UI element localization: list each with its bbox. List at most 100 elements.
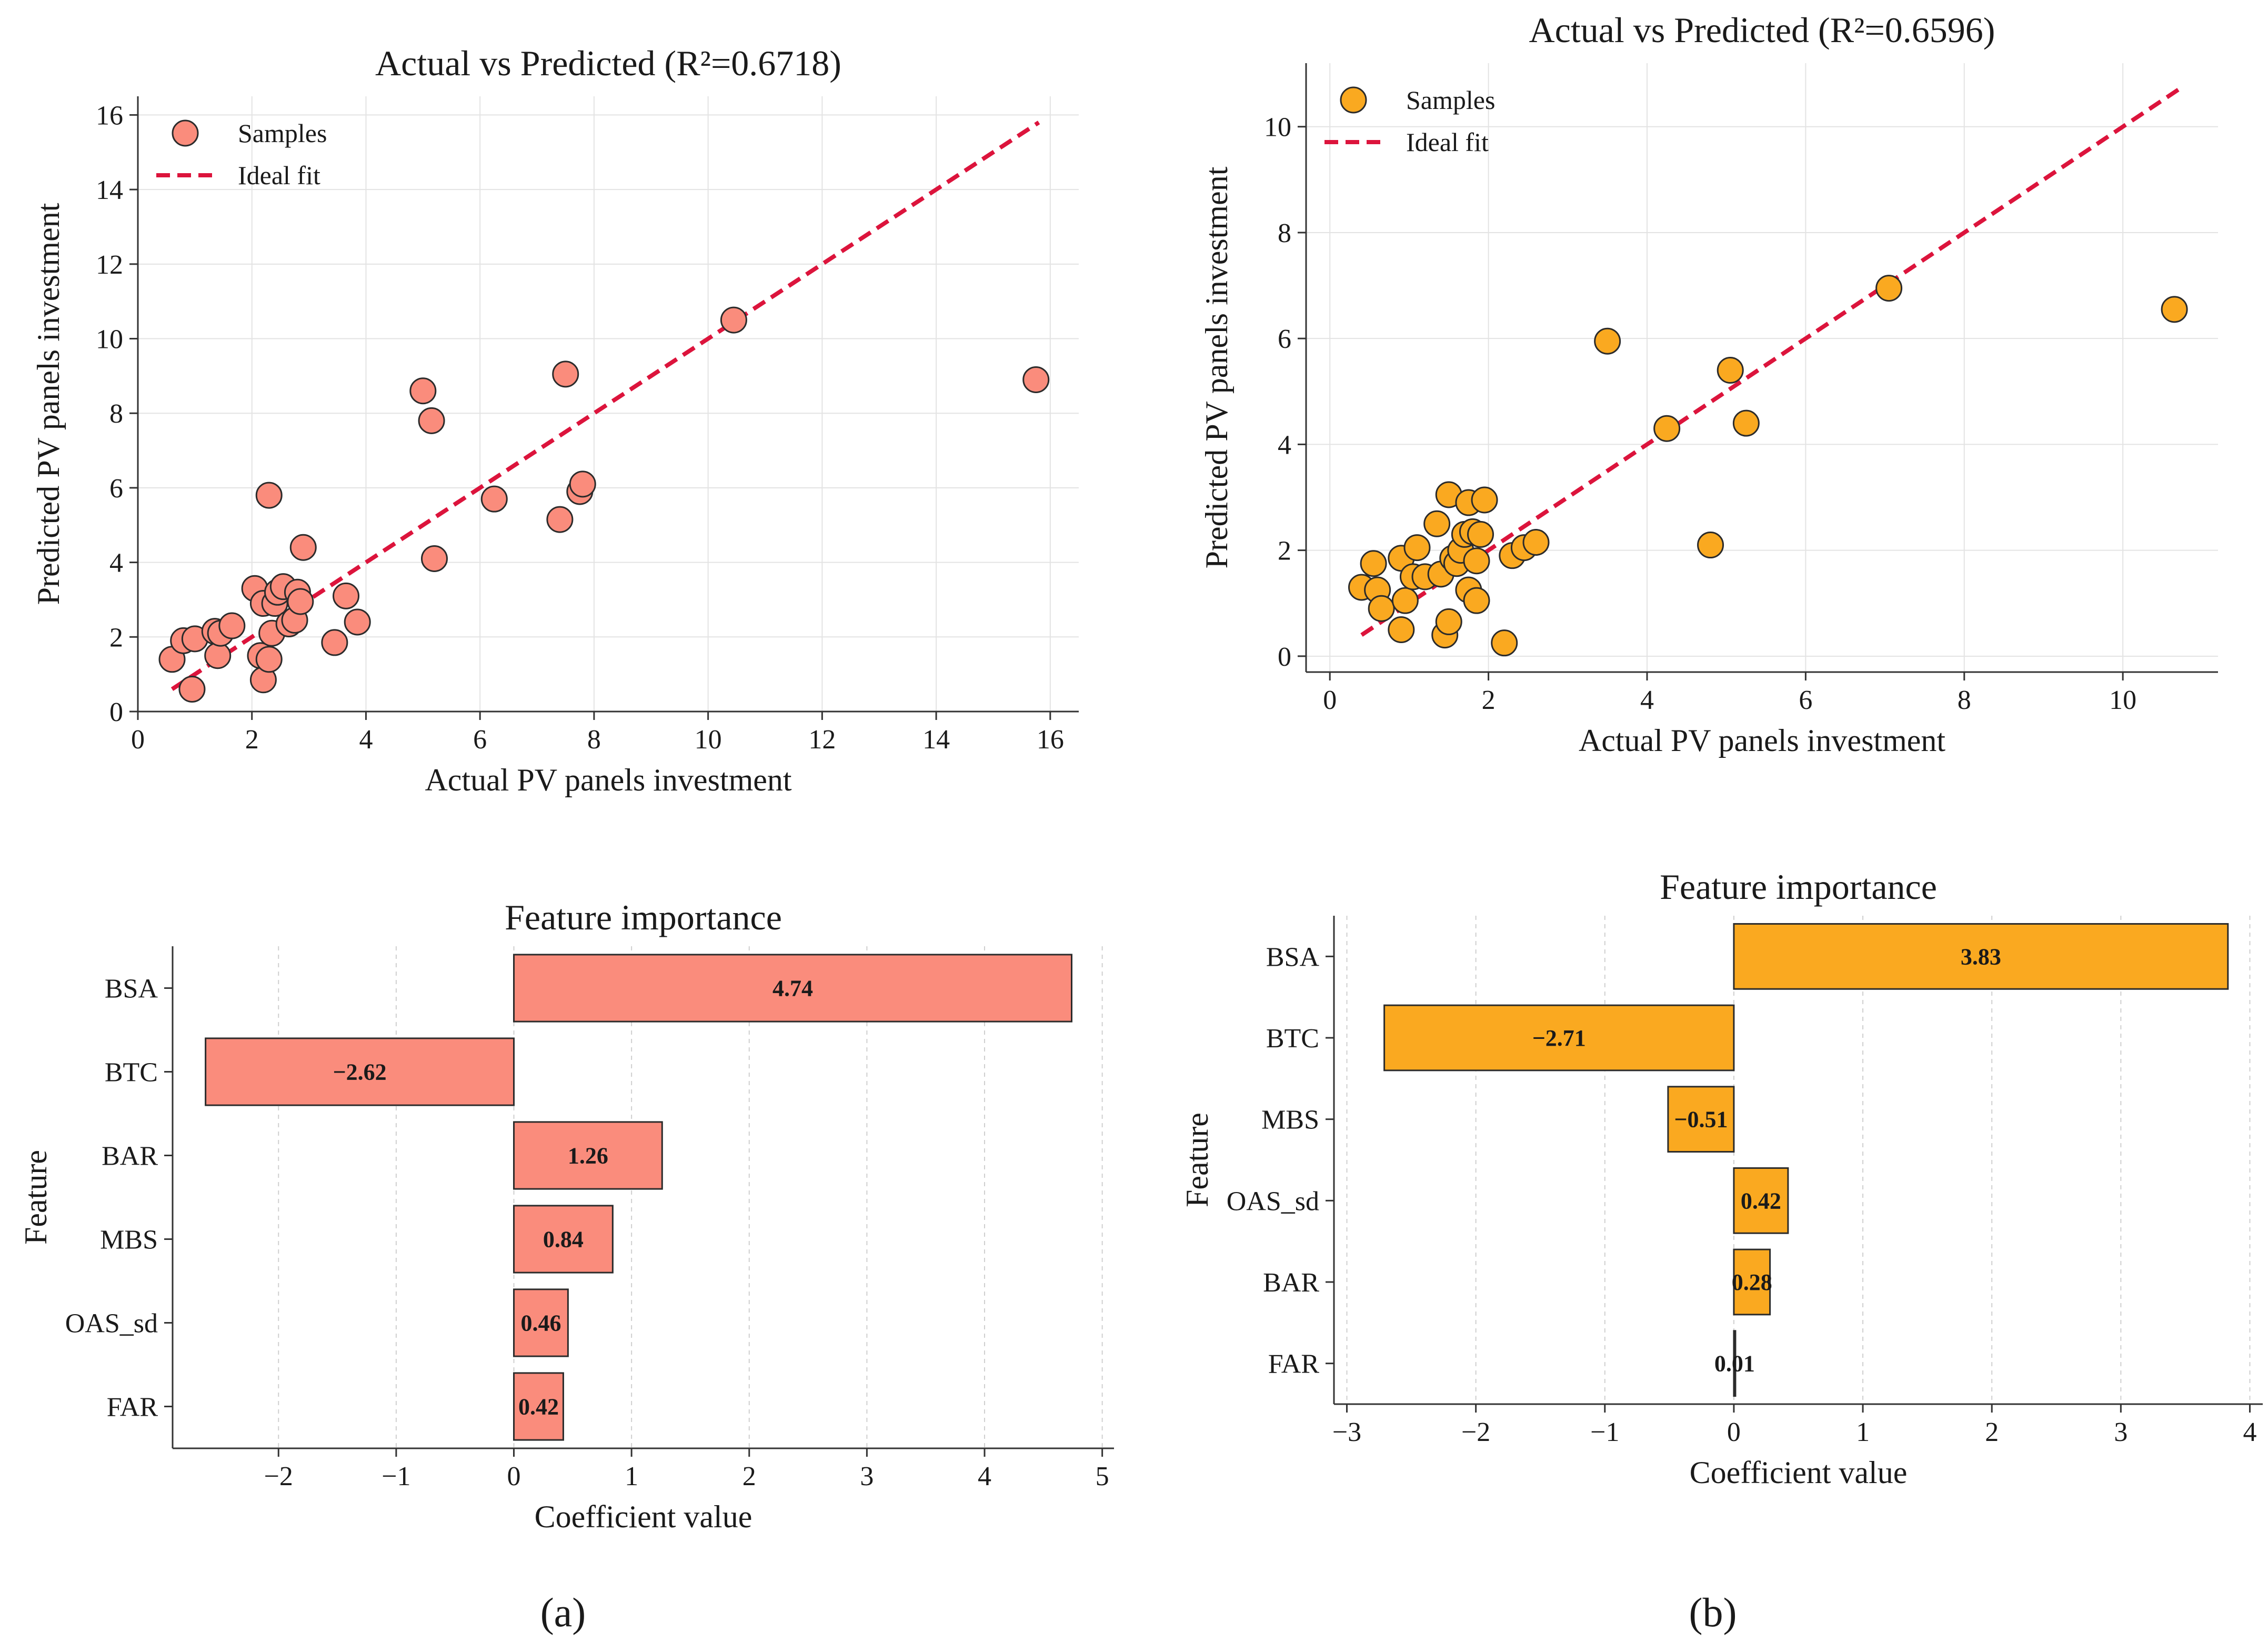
panel-a-scatter-sample-point	[1022, 366, 1050, 393]
panel-a-scatter-x-tick-label: 16	[1037, 725, 1064, 755]
panel-a-bar-chart: −2 −1 0 1 2 3 4 5 4.74 BSA −2.62 BTC 1.26 BAR 0.84 MBS 0…	[18, 897, 1114, 1534]
panel-a-scatter-y-tick-label: 2	[109, 623, 123, 653]
panel-b-bars-bar-far	[1733, 1330, 1737, 1397]
panel-b-scatter-sample-point	[1732, 409, 1760, 437]
panel-a-scatter-y-tick-label: 0	[109, 697, 123, 727]
panel-b-bars-category-label: OAS_sd	[1227, 1186, 1319, 1216]
panel-a-bars-bar-value-label: 0.42	[518, 1394, 559, 1420]
panel-b-scatter-sample-point	[1471, 486, 1498, 514]
panel-b-bars-y-label: Feature	[1180, 1113, 1215, 1207]
panel-a-scatter-sample-point	[552, 361, 579, 388]
panel-b-scatter-y-tick-label: 8	[1278, 218, 1291, 248]
panel-a-scatter-legend-samples-label: Samples	[238, 118, 327, 148]
panel-b-bars-bar-bar	[1733, 1248, 1771, 1316]
panel-a-scatter-sample-point	[218, 612, 246, 639]
panel-a-bars-category-label: OAS_sd	[65, 1309, 158, 1339]
panel-a-scatter-y-tick-label: 16	[96, 101, 123, 131]
panel-b-scatter-sample-point	[1435, 608, 1462, 635]
panel-b-bars-category-label: MBS	[1261, 1105, 1319, 1135]
panel-a-bars-category-label: FAR	[107, 1393, 158, 1423]
panel-b-bars-x-tick-label: −3	[1332, 1417, 1361, 1447]
panel-b-bars-x-tick-label: 0	[1727, 1417, 1741, 1447]
panel-a-bars-x-tick-label: −1	[382, 1461, 410, 1491]
panel-a-scatter-sample-point	[480, 485, 508, 513]
panel-a-bars-bar-mbs	[513, 1205, 614, 1274]
panel-b-bars-category-label: BSA	[1266, 942, 1320, 972]
panel-a-scatter-sample-point	[333, 582, 360, 609]
panel-b-scatter-x-tick-label: 2	[1482, 685, 1496, 715]
panel-a-scatter-y-tick-label: 14	[96, 175, 123, 205]
panel-a-bars-bar-oas-sd	[513, 1288, 569, 1357]
panel-b-scatter-ideal-fit-line	[1360, 87, 2180, 637]
panel-a-scatter-sample-point	[344, 608, 371, 636]
panel-a-bars-x-tick-label: 0	[507, 1461, 521, 1491]
panel-a-scatter-y-tick-label: 12	[96, 250, 123, 280]
panel-a-scatter-x-tick-label: 4	[359, 725, 373, 755]
panel-a-scatter-sample-point	[289, 534, 317, 561]
panel-b-bars-bar-bsa	[1733, 923, 2229, 990]
panel-b-scatter-x-tick-label: 4	[1640, 685, 1654, 715]
panel-a-bars-bar-value-label: 4.74	[772, 976, 813, 1002]
panel-a-bars-x-tick-label: 1	[625, 1461, 638, 1491]
panel-b-bars-bar-value-label: −0.51	[1674, 1107, 1728, 1133]
panel-a-scatter-sample-point	[255, 646, 283, 673]
panel-a-scatter-sample-point	[287, 588, 314, 615]
panel-b-bars-x-tick-label: 4	[2243, 1417, 2256, 1447]
panel-b-bars-category-label: FAR	[1268, 1349, 1320, 1379]
panel-a-scatter-y-tick-label: 10	[96, 325, 123, 355]
panel-b-scatter-sample-point	[1875, 275, 1903, 302]
panel-b-scatter-sample-point	[1403, 534, 1431, 562]
panel-a-scatter-legend-ideal-label: Ideal fit	[238, 161, 320, 190]
panel-a-scatter-x-tick-label: 8	[587, 725, 601, 755]
panel-b-scatter-sample-point	[1697, 532, 1724, 559]
panel-b-scatter-x-tick-label: 0	[1323, 685, 1337, 715]
panel-b-scatter-sample-point	[1491, 629, 1518, 657]
panel-a-scatter-chart: 0 2 4 6 8 10 12 14 16 0 2 4 6 8 10 12 14 16 Actual vs Pred…	[31, 43, 1079, 797]
panel-b-scatter-sample-point	[1463, 547, 1490, 575]
panel-a-bars-category-label: BSA	[105, 974, 158, 1004]
panel-a-scatter-y-tick-label: 8	[109, 399, 123, 429]
panel-b-bar-chart: −3 −2 −1 0 1 2 3 4 3.83 BSA −2.71 BTC −0.51 MBS 0.42 OA…	[1180, 867, 2263, 1490]
panel-b-scatter-y-tick-label: 2	[1278, 536, 1291, 566]
panel-a-scatter-sample-point	[178, 675, 206, 703]
panel-b-scatter-sample-point	[1423, 510, 1451, 537]
panel-b-scatter-sample-point	[1522, 529, 1550, 556]
panel-a-scatter-y-tick-label: 6	[109, 474, 123, 504]
panel-b-scatter-y-tick-label: 6	[1278, 324, 1291, 354]
panel-b-scatter-sample-point	[1467, 520, 1494, 548]
panel-a-bars-title: Feature importance	[505, 897, 782, 937]
panel-b-scatter-y-label: Predicted PV panels investment	[1199, 166, 1234, 568]
panel-b-scatter-sample-point	[1717, 357, 1744, 384]
panel-a-scatter-ideal-fit-line	[170, 121, 1040, 691]
panel-b-scatter-y-tick-label: 4	[1278, 430, 1291, 460]
panel-a-scatter-sample-point	[420, 545, 448, 573]
panel-a-bars-bar-far	[513, 1372, 564, 1441]
panel-b-scatter-x-tick-label: 8	[1958, 685, 1971, 715]
panel-b-bars-bar-value-label: 0.42	[1741, 1188, 1781, 1214]
panel-b-scatter-x-tick-label: 10	[2109, 685, 2136, 715]
panel-b-bars-x-tick-label: 2	[1985, 1417, 1999, 1447]
panel-b-scatter-legend-ideal-label: Ideal fit	[1406, 127, 1489, 157]
panel-b-bars-bar-btc	[1383, 1004, 1735, 1072]
panel-a-bars-bar-value-label: 1.26	[568, 1143, 608, 1169]
panel-a-scatter-x-tick-label: 0	[131, 725, 145, 755]
panel-b-scatter-sample-point	[1368, 595, 1395, 622]
panel-a-bars-category-label: MBS	[100, 1225, 158, 1255]
panel-b-scatter-sample-point	[1388, 616, 1415, 644]
panel-a-bars-category-label: BAR	[102, 1142, 158, 1172]
panel-b-scatter-y-tick-label: 0	[1278, 642, 1291, 672]
panel-a-bars-bar-value-label: 0.46	[520, 1310, 561, 1336]
panel-a-scatter-sample-point	[720, 306, 747, 334]
panel-b-scatter-chart: 0 2 4 6 8 10 0 2 4 6 8 10 Actual vs Predicted (R²=0.…	[1199, 10, 2218, 758]
panel-a-scatter-x-tick-label: 12	[808, 725, 836, 755]
panel-a-scatter-sample-point	[255, 482, 283, 509]
panel-a-scatter-sample-point	[321, 629, 348, 656]
panel-b-bars-bar-value-label: 0.28	[1732, 1269, 1772, 1295]
panel-b-bars-category-label: BTC	[1266, 1024, 1319, 1054]
panel-a-bars-x-label: Coefficient value	[535, 1499, 752, 1534]
panel-a-scatter-x-tick-label: 6	[473, 725, 487, 755]
panel-b-scatter-y-tick-label: 10	[1264, 113, 1291, 143]
panel-b-bars-x-tick-label: −2	[1461, 1417, 1490, 1447]
panel-a-scatter-y-tick-label: 4	[109, 548, 123, 578]
